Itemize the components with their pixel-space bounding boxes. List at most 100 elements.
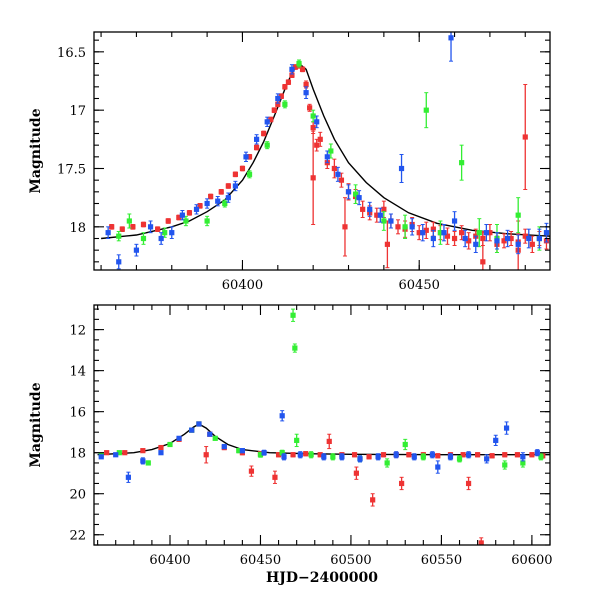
bottom-x-axis-label: HJD−2400000 <box>266 570 378 586</box>
bottom-data-point <box>402 438 408 451</box>
top-data-point <box>522 84 528 190</box>
top-data-point <box>430 229 436 248</box>
top-data-point <box>193 204 200 215</box>
bottom-data-point <box>399 476 405 491</box>
bottom-data-point <box>272 470 278 484</box>
top-data-point <box>356 190 362 206</box>
top-data-point <box>165 218 171 224</box>
top-data-points <box>105 32 550 270</box>
top-data-point <box>515 234 521 255</box>
bottom-y-tick-label: 14 <box>69 365 86 380</box>
top-data-point <box>140 221 147 228</box>
bottom-data-point <box>290 308 296 322</box>
top-data-point <box>271 107 277 113</box>
bottom-data-point <box>456 455 463 463</box>
top-data-point <box>473 235 479 253</box>
top-data-point <box>264 141 270 150</box>
top-data-point <box>314 138 320 152</box>
bottom-x-tick-label: 60600 <box>511 553 552 568</box>
bottom-model-curve <box>97 423 550 456</box>
top-data-point <box>324 150 330 164</box>
top-data-point <box>487 224 493 242</box>
top-data-point <box>197 203 203 209</box>
top-y-tick-label: 17.5 <box>57 163 86 178</box>
bottom-data-point <box>529 452 535 458</box>
bottom-model-line <box>97 423 550 456</box>
bottom-data-point <box>435 453 441 459</box>
bottom-plot-frame <box>93 304 551 546</box>
top-data-point <box>158 232 164 245</box>
bottom-data-point <box>203 446 209 464</box>
bottom-data-point <box>122 450 128 456</box>
top-data-point <box>352 184 359 204</box>
bottom-data-point <box>140 448 146 454</box>
bottom-y-tick-label: 18 <box>69 447 86 462</box>
bottom-data-point <box>196 421 202 427</box>
top-data-point <box>232 180 238 192</box>
bottom-panel: 60400 60450 60500 60550 60600 12 14 16 18 20 22 Ma… <box>28 304 553 586</box>
bottom-data-point <box>447 453 454 461</box>
top-data-point <box>261 130 267 137</box>
top-data-point <box>116 231 122 242</box>
top-data-point <box>480 232 486 270</box>
top-data-point <box>398 154 405 183</box>
bottom-data-point <box>503 421 510 435</box>
top-data-point <box>314 115 320 129</box>
top-data-point <box>501 233 507 249</box>
bottom-data-point <box>104 450 110 456</box>
top-x-tick-label: 60400 <box>222 278 263 293</box>
bottom-data-point <box>353 466 359 480</box>
top-y-tick-label: 17 <box>69 104 86 119</box>
top-plot-frame <box>93 31 551 271</box>
bottom-data-point <box>478 537 484 545</box>
top-data-point <box>437 220 444 245</box>
bottom-x-tick-label: 60400 <box>149 553 190 568</box>
top-data-point <box>388 213 394 229</box>
bottom-y-axis-label: Magnitude <box>28 382 44 467</box>
top-data-point <box>451 211 458 231</box>
top-data-point <box>119 226 125 232</box>
top-data-point <box>225 192 231 203</box>
bottom-data-point <box>281 453 287 461</box>
top-data-point <box>218 189 224 195</box>
top-data-point <box>483 224 489 242</box>
top-data-point <box>335 166 341 182</box>
top-data-point <box>222 199 228 208</box>
bottom-data-point <box>339 453 345 461</box>
bottom-data-point <box>207 431 213 437</box>
bottom-data-point <box>125 471 131 483</box>
bottom-data-point <box>290 452 296 458</box>
top-data-point <box>494 232 500 250</box>
top-data-point <box>147 220 154 234</box>
bottom-data-point <box>493 434 499 447</box>
top-data-point <box>169 226 175 239</box>
bottom-data-point <box>465 451 472 459</box>
top-data-point <box>282 84 288 90</box>
top-data-point <box>204 198 210 209</box>
bottom-data-point <box>189 427 195 433</box>
bottom-data-point <box>465 476 472 491</box>
bottom-data-point <box>502 460 508 470</box>
top-data-point <box>345 184 352 200</box>
top-data-point <box>289 64 295 75</box>
bottom-data-point <box>297 451 303 459</box>
top-data-point <box>208 193 214 200</box>
top-data-point <box>310 130 316 225</box>
top-data-point <box>409 218 415 236</box>
bottom-data-point <box>140 457 146 465</box>
bottom-data-point <box>330 453 336 461</box>
top-data-point <box>275 93 281 104</box>
bottom-data-point <box>393 451 399 459</box>
bottom-data-point <box>502 452 508 458</box>
bottom-data-point <box>167 441 173 448</box>
top-data-point <box>254 144 260 151</box>
top-data-point <box>243 151 249 162</box>
top-x-tick-label: 60450 <box>399 278 440 293</box>
top-data-point <box>402 214 408 239</box>
bottom-data-point <box>176 435 182 441</box>
top-data-point <box>264 116 270 127</box>
top-data-point <box>239 165 246 172</box>
bottom-data-point <box>429 451 435 459</box>
top-data-point <box>423 221 429 239</box>
bottom-data-point <box>239 448 245 454</box>
